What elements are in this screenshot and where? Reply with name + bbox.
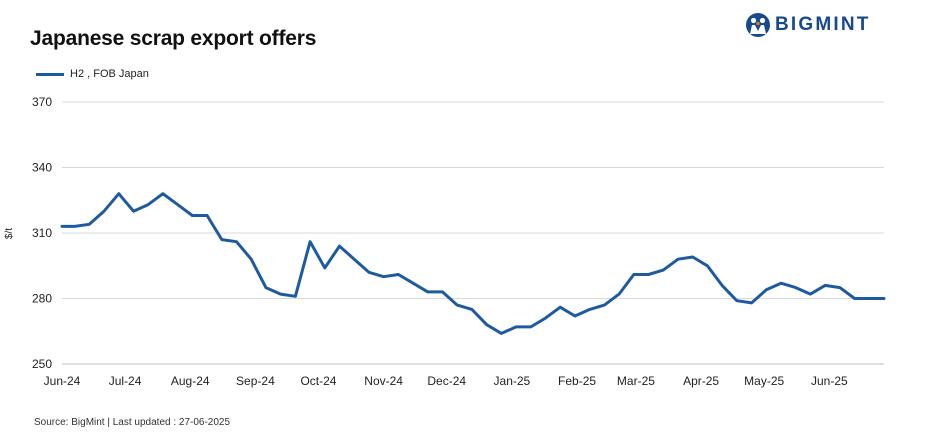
x-tick-label: Jun-24 bbox=[44, 374, 81, 388]
y-tick-label: 280 bbox=[32, 292, 52, 306]
legend-swatch bbox=[36, 72, 64, 76]
x-tick-label: Jan-25 bbox=[494, 374, 531, 388]
x-tick-label: Oct-24 bbox=[300, 374, 336, 388]
source-note: Source: BigMint | Last updated : 27-06-2… bbox=[34, 417, 231, 428]
x-tick-label: Mar-25 bbox=[617, 374, 655, 388]
x-tick-label: May-25 bbox=[744, 374, 784, 388]
logo-text: BIGMINT bbox=[775, 14, 871, 35]
x-tick-label: Jul-24 bbox=[109, 374, 142, 388]
y-tick-label: 340 bbox=[32, 161, 52, 175]
x-tick-label: Aug-24 bbox=[171, 374, 210, 388]
chart-title: Japanese scrap export offers bbox=[30, 27, 317, 50]
y-tick-label: 370 bbox=[32, 95, 52, 109]
x-tick-label: Apr-25 bbox=[683, 374, 719, 388]
x-tick-label: Jun-25 bbox=[811, 374, 848, 388]
y-tick-label: 310 bbox=[32, 226, 52, 240]
legend-label: H2 , FOB Japan bbox=[70, 68, 149, 80]
y-tick-label: 250 bbox=[32, 357, 52, 371]
x-tick-label: Feb-25 bbox=[558, 374, 596, 388]
bigmint-people-icon bbox=[746, 13, 770, 37]
x-tick-label: Sep-24 bbox=[236, 374, 275, 388]
series-line-h2-fob-japan bbox=[60, 192, 886, 335]
x-tick-label: Nov-24 bbox=[364, 374, 403, 388]
chart-legend: H2 , FOB Japan bbox=[36, 68, 149, 80]
brand-logo: BIGMINT bbox=[745, 12, 871, 38]
x-tick-label: Dec-24 bbox=[427, 374, 466, 388]
